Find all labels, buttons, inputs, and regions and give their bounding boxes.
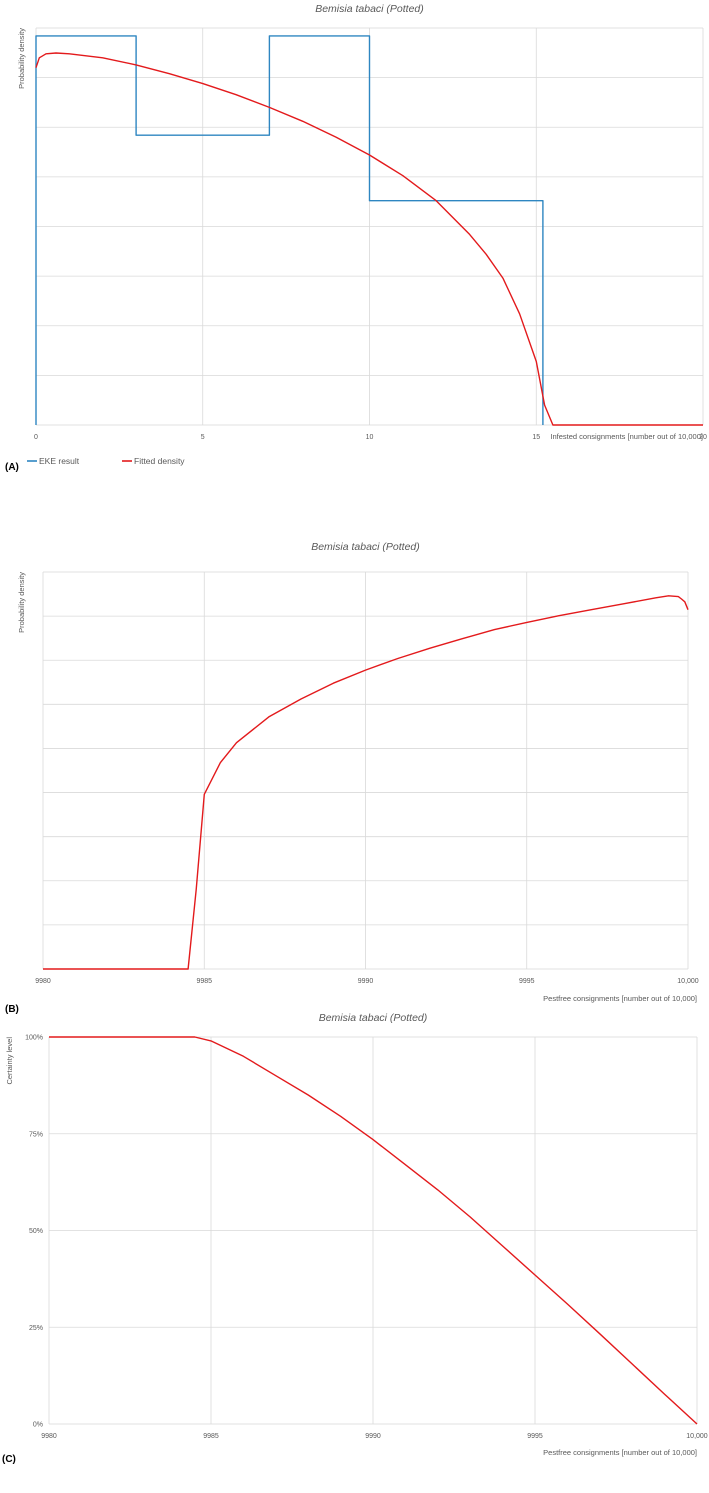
panel-label: (C) <box>2 1454 16 1465</box>
x-tick-label: 10,000 <box>677 978 699 985</box>
y-axis-label: Certainty level <box>5 1037 14 1085</box>
y-tick-label: 50% <box>29 1228 43 1235</box>
legend-label-fitted: Fitted density <box>134 456 185 466</box>
x-tick-label: 15 <box>532 434 540 441</box>
chart-panel-b: Bemisia tabaci (Potted) Probability densi… <box>5 541 699 1015</box>
y-axis-label: Probability density <box>17 572 26 633</box>
x-axis-label: Pestfree consignments [number out of 10,… <box>543 1448 697 1457</box>
x-tick-label: 9985 <box>203 1433 219 1440</box>
legend-label-eke: EKE result <box>39 456 80 466</box>
x-tick-label: 20 <box>699 434 707 441</box>
y-tick-label: 75% <box>29 1131 43 1138</box>
series-line-fitted <box>49 1036 698 1425</box>
x-tick-label: 9985 <box>196 978 212 985</box>
x-tick-label: 9995 <box>519 978 535 985</box>
x-axis-label: Infested consignments [number out of 10,… <box>550 432 703 441</box>
x-tick-label: 5 <box>201 434 205 441</box>
x-tick-label: 9990 <box>365 1433 381 1440</box>
y-tick-label: 0% <box>33 1422 43 1429</box>
series-line-fitted <box>43 595 689 970</box>
y-tick-label: 100% <box>25 1035 43 1042</box>
chart-panel-a: Bemisia tabaci (Potted) Probability densi… <box>5 3 707 473</box>
x-tick-label: 9995 <box>527 1433 543 1440</box>
x-tick-label: 9980 <box>41 1433 57 1440</box>
x-tick-label: 10 <box>366 434 374 441</box>
legend: EKE result Fitted density <box>27 456 185 466</box>
panel-label: (B) <box>5 1004 19 1015</box>
y-axis-label: Probability density <box>17 28 26 89</box>
series-line-eke <box>35 35 544 425</box>
x-tick-label: 9990 <box>358 978 374 985</box>
panel-label: (A) <box>5 462 19 473</box>
x-axis-label: Pestfree consignments [number out of 10,… <box>543 994 697 1003</box>
chart-title: Bemisia tabaci (Potted) <box>315 3 424 15</box>
x-tick-label: 10,000 <box>686 1433 708 1440</box>
series-line-fitted <box>35 52 703 426</box>
x-tick-label: 0 <box>34 434 38 441</box>
y-tick-label: 25% <box>29 1325 43 1332</box>
x-tick-label: 9980 <box>35 978 51 985</box>
chart-title: Bemisia tabaci (Potted) <box>311 541 420 553</box>
chart-panel-c: Bemisia tabaci (Potted) Certainty level Pe… <box>2 1012 708 1465</box>
chart-title: Bemisia tabaci (Potted) <box>319 1012 428 1024</box>
